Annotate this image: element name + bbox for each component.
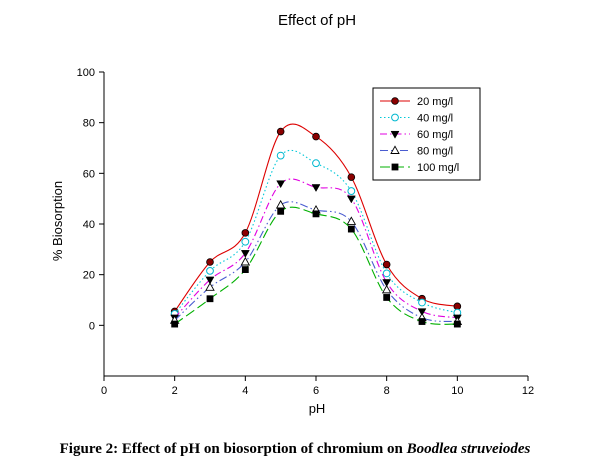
legend-marker	[390, 145, 400, 154]
legend-label: 100 mg/l	[417, 162, 459, 174]
y-tick-label: 0	[89, 320, 95, 332]
x-axis-label: pH	[309, 401, 326, 416]
data-point	[381, 284, 392, 294]
data-point	[276, 180, 286, 189]
data-point	[382, 260, 391, 269]
x-tick-label: 12	[522, 385, 534, 397]
x-tick-label: 6	[313, 385, 319, 397]
legend-marker	[391, 113, 399, 122]
data-point	[382, 279, 392, 287]
legend-marker	[391, 97, 399, 105]
series-5	[171, 206, 461, 328]
data-point	[241, 266, 249, 273]
data-point	[347, 187, 356, 195]
data-point	[418, 298, 426, 307]
data-point	[346, 195, 356, 204]
legend-label: 80 mg/l	[417, 146, 453, 158]
series-line	[174, 201, 458, 323]
series-layer	[169, 123, 463, 328]
data-point	[205, 282, 215, 291]
chart-title: Effect of pH	[278, 12, 356, 29]
data-point	[276, 127, 285, 136]
x-tick-label: 10	[451, 385, 463, 397]
data-point	[206, 258, 214, 266]
x-tick-label: 0	[101, 385, 107, 397]
series-4	[169, 199, 463, 325]
biosorption-chart: Effect of pH 0 2 4 6 8 10 12 0 20 40 60 80 100 20 mg…	[50, 12, 534, 416]
caption-text: Figure 2: Effect of pH on biosorption of…	[59, 441, 407, 457]
data-point	[312, 132, 320, 141]
data-point	[383, 294, 391, 301]
legend-label: 40 mg/l	[417, 113, 453, 125]
y-tick-label: 20	[83, 270, 95, 282]
y-tick-label: 100	[77, 67, 95, 79]
series-2	[170, 149, 462, 318]
legend-marker	[391, 163, 399, 171]
data-point	[240, 250, 250, 258]
data-point	[241, 237, 250, 246]
axes: 0 2 4 6 8 10 12 0 20 40 60 80 100	[77, 67, 534, 397]
data-point	[171, 320, 179, 328]
y-tick-label: 40	[83, 219, 95, 231]
y-tick-label: 80	[83, 118, 95, 130]
data-point	[418, 318, 426, 325]
data-point	[311, 184, 321, 192]
data-point	[347, 225, 355, 233]
data-point	[240, 256, 251, 266]
series-line	[174, 149, 458, 315]
caption-species: Boodlea struveiodes	[406, 441, 531, 457]
x-tick-label: 2	[172, 385, 178, 397]
data-point	[453, 302, 462, 311]
y-tick-label: 60	[83, 168, 95, 180]
data-point	[312, 210, 320, 218]
legend: 20 mg/l 40 mg/l 60 mg/l 80 mg/l 100 mg/l	[372, 87, 481, 181]
data-point	[276, 151, 285, 160]
y-axis-label: % Biosorption	[50, 181, 65, 261]
legend-marker	[390, 130, 400, 139]
data-point	[277, 207, 285, 215]
x-tick-label: 4	[242, 385, 248, 397]
data-point	[206, 266, 214, 275]
legend-label: 60 mg/l	[417, 129, 453, 141]
figure-caption: Figure 2: Effect of pH on biosorption of…	[0, 441, 590, 458]
data-point	[205, 276, 215, 285]
data-point	[346, 216, 357, 225]
data-point	[206, 295, 214, 303]
data-point	[275, 199, 286, 209]
data-point	[312, 159, 320, 168]
data-point	[453, 320, 461, 328]
data-point	[241, 229, 250, 237]
series-line	[174, 206, 458, 325]
data-point	[417, 308, 427, 317]
data-point	[382, 269, 391, 278]
data-point	[347, 173, 356, 181]
series-line	[174, 178, 458, 319]
x-tick-label: 8	[384, 385, 390, 397]
legend-label: 20 mg/l	[417, 96, 453, 108]
